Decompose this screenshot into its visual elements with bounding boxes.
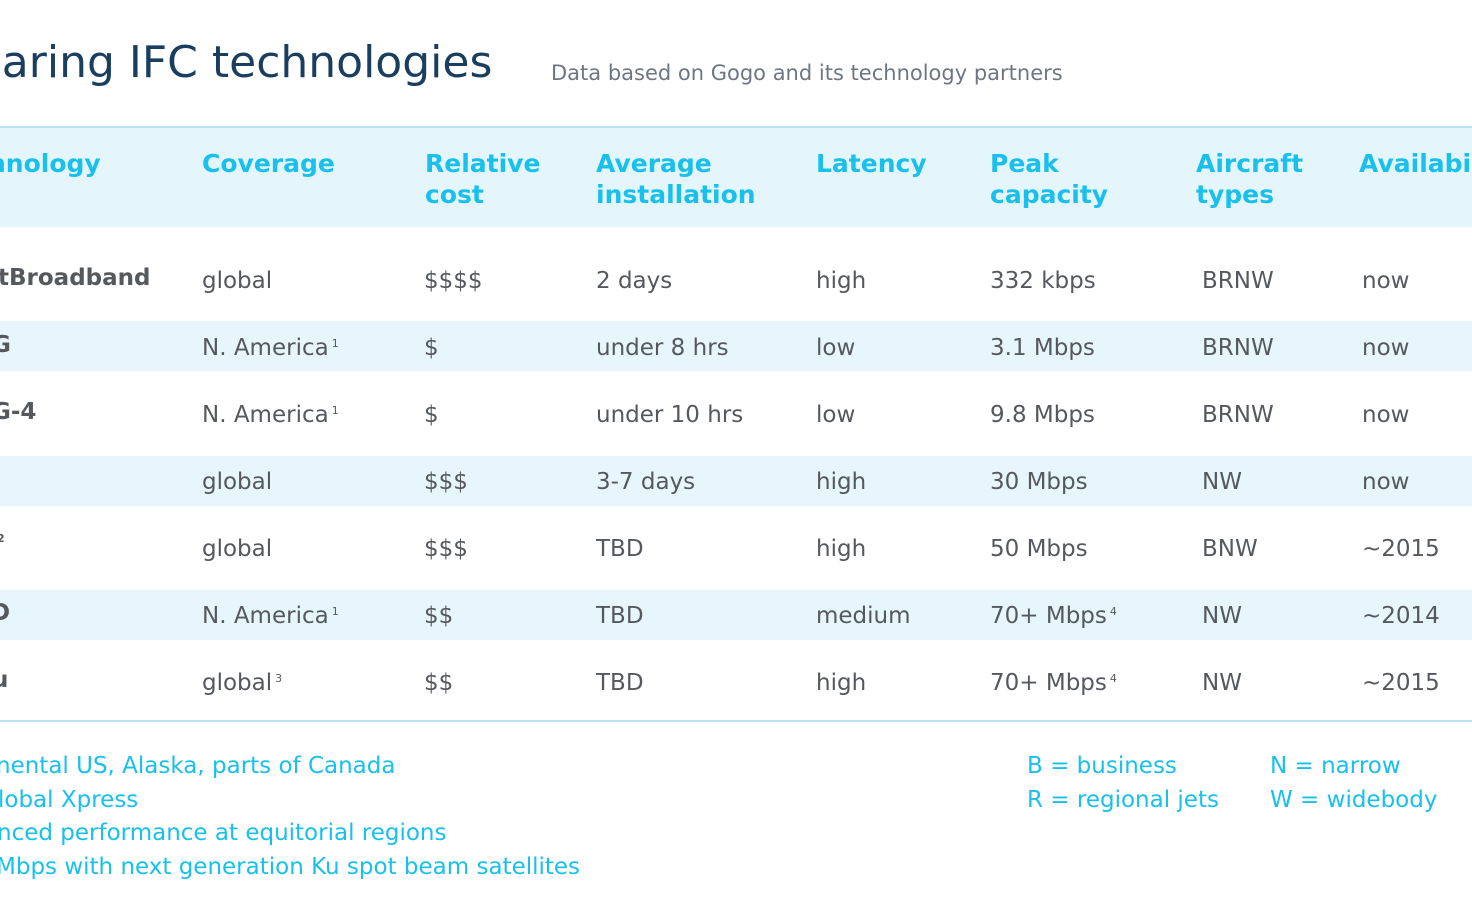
cell-aircraft: NW [1202,603,1242,629]
cell-installation: under 8 hrs [596,335,729,361]
cell-coverage: global [202,536,273,562]
cell-aircraft: NW [1202,670,1242,696]
cell-latency: low [816,402,856,428]
row-band [0,456,1472,506]
footnote-marker: 1 [331,337,339,350]
cell-technology: 2 [0,529,5,557]
table-header-band [0,126,1472,227]
cell-availability: ~2015 [1362,536,1440,562]
cell-cost: $$ [424,670,454,696]
cell-latency: medium [816,603,911,629]
cell-latency: high [816,536,867,562]
cell-aircraft: BRNW [1202,402,1274,428]
cell-availability: now [1362,268,1410,294]
cell-technology: ftBroadband [0,265,151,291]
header-relative-cost: Relative cost [425,149,541,209]
cell-aircraft: BRNW [1202,335,1274,361]
cell-capacity: 50 Mbps [990,536,1088,562]
row-band [0,321,1472,371]
cell-cost: $ [424,335,439,361]
cell-availability: now [1362,469,1410,495]
footnote-marker: 4 [1109,672,1117,685]
cell-capacity: 70+ Mbps 4 [990,603,1117,629]
footnote-marker: 2 [0,532,5,545]
cell-aircraft: BRNW [1202,268,1274,294]
cell-cost: $$$$ [424,268,483,294]
cell-latency: high [816,469,867,495]
cell-latency: low [816,335,856,361]
legend-widebody: W = widebody [1270,787,1438,813]
cell-capacity: 70+ Mbps 4 [990,670,1117,696]
cell-latency: high [816,670,867,696]
cell-installation: 3-7 days [596,469,696,495]
footnote-marker: 1 [331,404,339,417]
header-availability: Availabil [1359,149,1472,178]
cell-technology: G-4 [0,399,37,425]
cell-capacity: 3.1 Mbps [990,335,1095,361]
cell-installation: under 10 hrs [596,402,744,428]
cell-coverage: global [202,469,273,495]
footnote-2: lobal Xpress [0,787,139,813]
header-peak-capacity: Peak capacity [990,149,1109,209]
footnote-marker: 4 [1109,605,1117,618]
cell-coverage: global [202,268,273,294]
legend-business: B = business [1027,753,1177,779]
cell-coverage: N. America 1 [202,335,339,361]
cell-installation: 2 days [596,268,673,294]
header-coverage: Coverage [202,149,335,178]
page-subtitle: Data based on Gogo and its technology pa… [551,61,1063,85]
cell-capacity: 9.8 Mbps [990,402,1095,428]
cell-availability: now [1362,402,1410,428]
cell-coverage: global 3 [202,670,283,696]
cell-availability: ~2015 [1362,670,1440,696]
footnote-3: nced performance at equitorial regions [0,820,447,846]
cell-availability: now [1362,335,1410,361]
cell-technology: G [0,332,11,358]
cell-aircraft: BNW [1202,536,1258,562]
cell-capacity: 332 kbps [990,268,1096,294]
cell-installation: TBD [596,536,644,562]
header-latency: Latency [816,149,927,178]
cell-capacity: 30 Mbps [990,469,1088,495]
legend-regional-jets: R = regional jets [1027,787,1219,813]
page-title: mparing IFC technologies [0,37,493,88]
cell-installation: TBD [596,603,644,629]
legend-narrow: N = narrow [1270,753,1401,779]
cell-cost: $$$ [424,536,468,562]
cell-technology: u [0,667,9,693]
row-band [0,590,1472,640]
footer-divider [0,720,1472,722]
cell-coverage: N. America 1 [202,603,339,629]
footnote-4: Mbps with next generation Ku spot beam s… [0,854,581,880]
header-average-installation: Average installation [596,149,756,209]
cell-installation: TBD [596,670,644,696]
cell-cost: $$ [424,603,454,629]
cell-availability: ~2014 [1362,603,1440,629]
cell-latency: high [816,268,867,294]
cell-technology: D [0,600,11,626]
cell-coverage: N. America 1 [202,402,339,428]
footnote-marker: 1 [331,605,339,618]
header-technology: hnology [0,149,101,178]
footnote-1: nental US, Alaska, parts of Canada [0,753,396,779]
cell-cost: $ [424,402,439,428]
cell-cost: $$$ [424,469,468,495]
cell-aircraft: NW [1202,469,1242,495]
header-aircraft-types: Aircraft types [1196,149,1304,209]
footnote-marker: 3 [275,672,283,685]
